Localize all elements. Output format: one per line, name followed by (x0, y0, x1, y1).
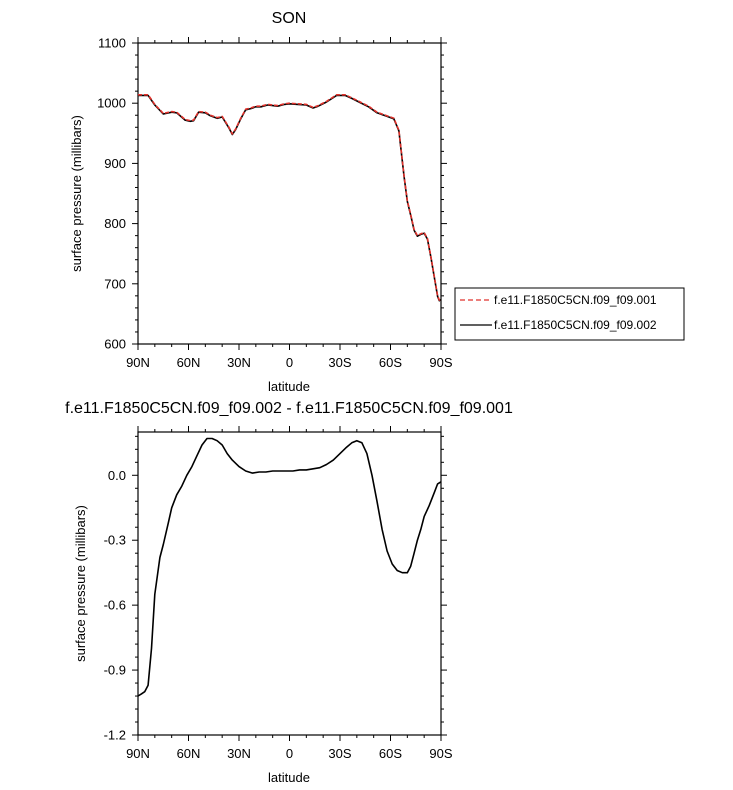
chart-2-x-tick-label: 90S (429, 746, 452, 761)
chart-2-y-tick-label: -0.6 (104, 598, 126, 613)
chart-1-y-tick-label: 900 (104, 156, 126, 171)
chart-1-x-tick-label: 90S (429, 355, 452, 370)
chart-1-x-axis-label: latitude (268, 379, 310, 394)
legend-label-001: f.e11.F1850C5CN.f09_f09.001 (494, 293, 657, 307)
chart-2-x-tick-label: 60S (379, 746, 402, 761)
chart-2-x-tick-label: 0 (286, 746, 293, 761)
chart-1-title: SON (272, 10, 307, 27)
chart-2-x-ticks: 90N 60N 30N 0 30S 60S 90S (126, 426, 453, 761)
chart-2-plot-frame (137, 431, 442, 736)
chart-2-x-tick-label: 90N (126, 746, 150, 761)
chart-1-plot-frame (137, 42, 442, 345)
chart-1-x-tick-label: 90N (126, 355, 150, 370)
chart-2-y-tick-label: 0.0 (108, 468, 126, 483)
chart-2-y-tick-label: -1.2 (104, 728, 126, 743)
chart-2-series-line-1 (137, 437, 442, 697)
chart-2-y-tick-label: -0.3 (104, 533, 126, 548)
chart-2-series-lines (137, 437, 442, 697)
chart-1-series-line-2 (138, 94, 442, 302)
chart-1-series-line-1 (138, 94, 442, 301)
chart-2-y-tick-label: -0.9 (104, 663, 126, 678)
chart-1-y-ticks: 600 700 800 900 1000 1100 (97, 36, 447, 352)
chart-1-y-tick-label: 600 (104, 337, 126, 352)
chart-1-x-tick-label: 30S (328, 355, 351, 370)
chart-1-y-tick-label: 1000 (97, 96, 126, 111)
chart-1-x-tick-label: 0 (286, 355, 293, 370)
chart-1-x-tick-label: 60S (379, 355, 402, 370)
chart-1-x-tick-label: 60N (177, 355, 201, 370)
legend-box (454, 287, 685, 341)
chart-1-x-tick-label: 30N (227, 355, 251, 370)
chart-2-x-axis-label: latitude (268, 770, 310, 785)
chart-1-x-ticks: 90N 60N 30N 0 30S 60S 90S (126, 37, 453, 370)
chart-2-x-tick-label: 30S (328, 746, 351, 761)
legend-label-002: f.e11.F1850C5CN.f09_f09.002 (494, 318, 657, 332)
chart-2-x-tick-label: 60N (177, 746, 201, 761)
chart-1-legend: f.e11.F1850C5CN.f09_f09.001 f.e11.F1850C… (454, 287, 685, 341)
chart-2-y-axis-label: surface pressure (millibars) (73, 505, 88, 662)
chart-1-y-tick-label: 1100 (98, 36, 126, 51)
chart-2-x-tick-label: 30N (227, 746, 251, 761)
chart-1: SON 600 700 800 900 1000 1100 90N 60N 30N 0 30S 60… (69, 10, 453, 394)
chart-2-title: f.e11.F1850C5CN.f09_f09.002 - f.e11.F185… (65, 400, 513, 417)
chart-2-y-ticks: -1.2 -0.9 -0.6 -0.3 0.0 (104, 435, 447, 743)
chart-1-y-axis-label: surface pressure (millibars) (69, 115, 84, 272)
chart-1-series-lines (138, 94, 442, 302)
chart-1-y-tick-label: 700 (104, 276, 126, 291)
chart-2: f.e11.F1850C5CN.f09_f09.002 - f.e11.F185… (65, 400, 513, 785)
chart-1-y-tick-label: 800 (104, 216, 126, 231)
